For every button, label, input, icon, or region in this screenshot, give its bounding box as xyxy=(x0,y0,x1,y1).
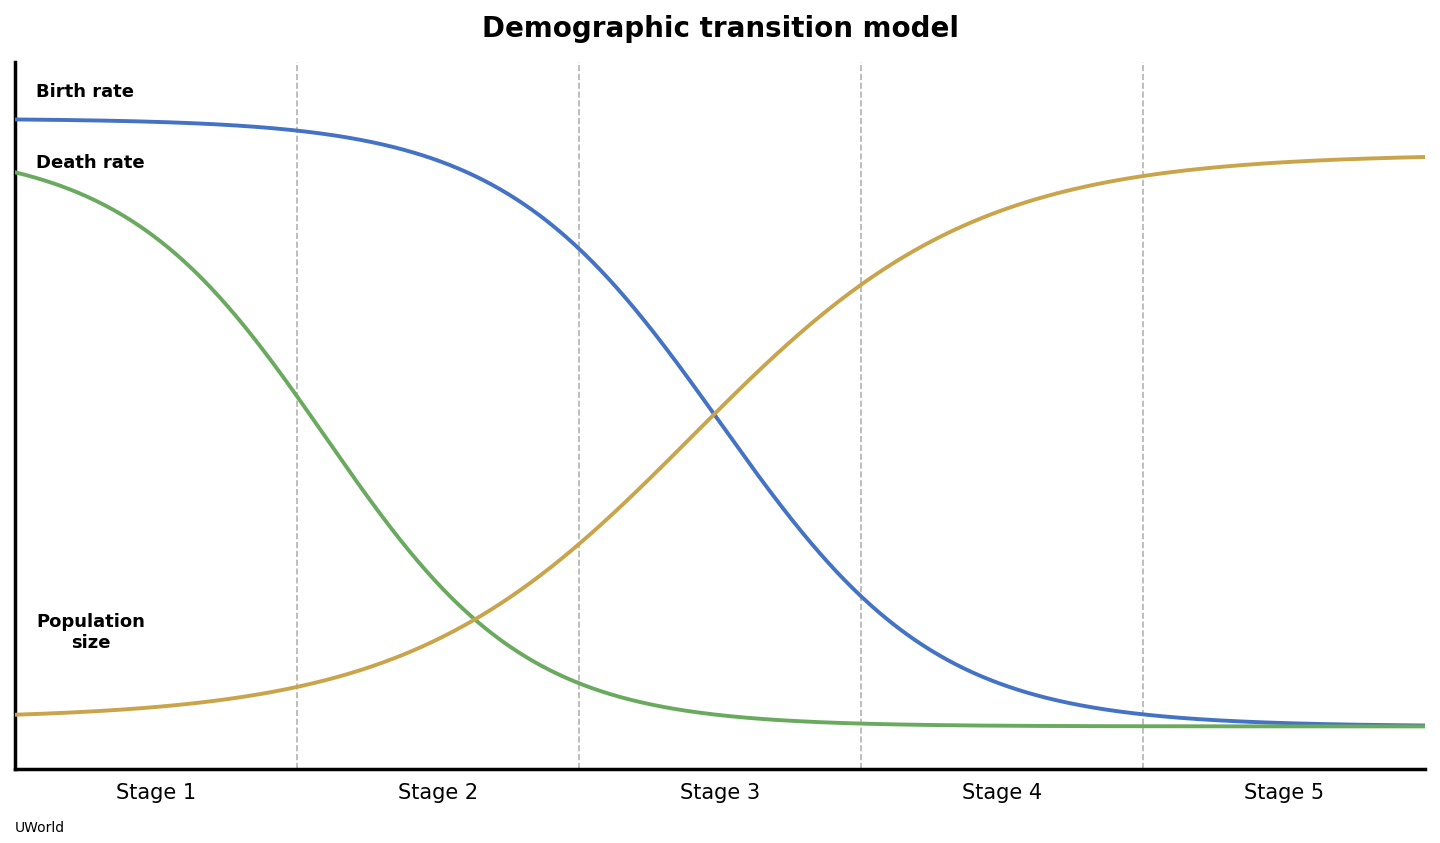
Title: Demographic transition model: Demographic transition model xyxy=(481,15,959,43)
Text: Birth rate: Birth rate xyxy=(36,83,134,101)
Text: Population
size: Population size xyxy=(36,614,145,652)
Text: Death rate: Death rate xyxy=(36,154,145,172)
Text: UWorld: UWorld xyxy=(14,820,65,835)
